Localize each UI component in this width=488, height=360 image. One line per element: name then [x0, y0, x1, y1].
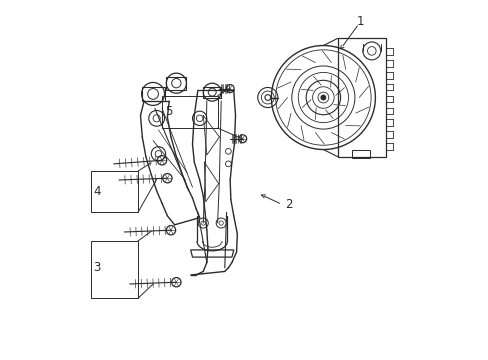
- Text: 3: 3: [93, 261, 101, 274]
- Bar: [91, 241, 138, 298]
- Bar: [91, 171, 138, 212]
- Text: 1: 1: [355, 15, 363, 28]
- Bar: [162, 96, 217, 128]
- Text: 4: 4: [93, 185, 101, 198]
- Text: 2: 2: [284, 198, 291, 211]
- Text: 5: 5: [164, 105, 172, 118]
- Circle shape: [320, 95, 325, 100]
